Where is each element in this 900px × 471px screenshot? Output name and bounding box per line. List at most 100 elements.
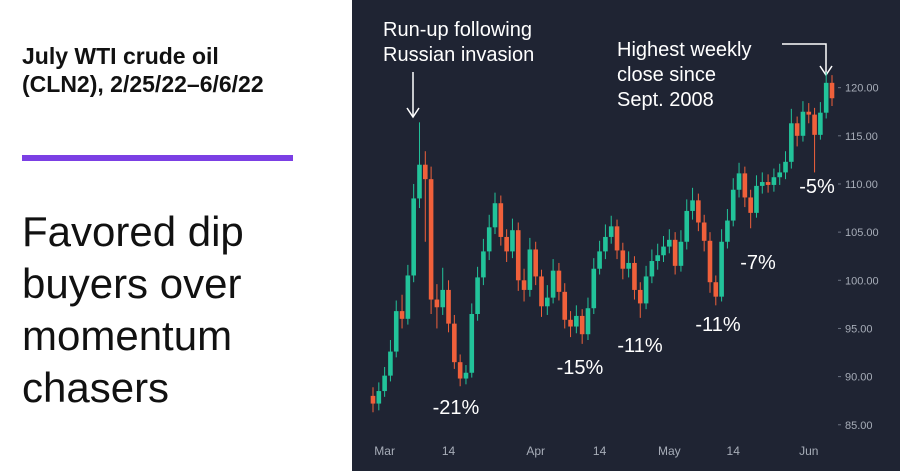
x-tick-label: May — [658, 444, 681, 458]
y-tick-label: 100.00 — [845, 275, 879, 287]
candle-body — [533, 249, 538, 277]
candle-body — [812, 114, 817, 135]
x-tick-label: Mar — [374, 444, 395, 458]
candle-body — [574, 315, 579, 327]
y-tick-label: 95.00 — [845, 323, 873, 335]
candle-body — [672, 239, 678, 266]
candle-body — [818, 112, 823, 135]
candle-body — [376, 391, 382, 404]
candle-body — [434, 299, 440, 308]
candle-body — [527, 249, 533, 290]
candle-body — [754, 185, 759, 213]
x-tick-label: 14 — [593, 444, 607, 458]
candle-body — [696, 200, 701, 223]
candle-body — [393, 311, 399, 352]
chart: 85.00 90.00 95.00 100.00 105.00 110.00 115.00 1… — [352, 0, 900, 471]
annotation: -5% — [799, 176, 835, 198]
candle-body — [492, 203, 498, 228]
candle-body — [823, 82, 829, 113]
candle-body — [475, 277, 480, 314]
annotation: Highest weekly — [617, 39, 752, 61]
y-tick-label: 105.00 — [845, 227, 879, 239]
accent-bar — [22, 155, 293, 161]
candle-body — [591, 268, 597, 309]
candle-body — [608, 226, 614, 237]
candle-body — [382, 375, 387, 392]
candle-body — [422, 164, 428, 180]
y-tick-label: 115.00 — [845, 131, 878, 143]
annotation: -11% — [695, 314, 740, 336]
candle-body — [777, 172, 783, 178]
candle-body — [556, 270, 562, 292]
candle-body — [637, 289, 643, 304]
candle-body — [562, 291, 568, 320]
candle-body — [399, 311, 405, 319]
x-tick-label: 14 — [442, 444, 456, 458]
candle-body — [603, 236, 608, 252]
candle-body — [713, 282, 719, 297]
y-tick-label: 85.00 — [845, 420, 873, 432]
candle-body — [759, 182, 765, 186]
side-panel: July WTI crude oil (CLN2), 2/25/22–6/6/2… — [0, 0, 352, 471]
candle-body — [463, 372, 469, 379]
candle-body — [783, 161, 788, 173]
candle-body — [446, 289, 451, 324]
candle-body — [667, 239, 672, 247]
candle-body — [800, 111, 806, 136]
candle-body — [481, 251, 486, 278]
candle-body — [428, 179, 434, 300]
candle-body — [748, 197, 753, 213]
y-tick-label: 90.00 — [845, 372, 873, 384]
x-tick-label: 14 — [727, 444, 741, 458]
candle-body — [771, 177, 777, 185]
candle-body — [440, 289, 446, 308]
candle-body — [620, 250, 626, 269]
candle-body — [789, 123, 794, 162]
candle-body — [597, 251, 602, 269]
annotation: -15% — [557, 357, 604, 379]
candle-body — [510, 230, 515, 252]
annotation: Russian invasion — [383, 44, 534, 66]
candle-body — [678, 241, 684, 266]
candle-body — [457, 362, 463, 379]
candle-body — [370, 395, 376, 404]
candle-body — [521, 280, 527, 290]
candle-body — [632, 262, 637, 290]
candle-body — [655, 255, 660, 262]
x-tick-label: Apr — [526, 444, 545, 458]
annotation: Run-up following — [383, 19, 532, 41]
chart-background — [352, 0, 900, 471]
candle-body — [742, 173, 748, 198]
annotation: close since — [617, 64, 716, 86]
y-tick-label: 120.00 — [845, 83, 879, 95]
candle-body — [643, 276, 649, 304]
candle-body — [515, 230, 521, 281]
annotation: -11% — [617, 335, 662, 357]
y-tick-label: 110.00 — [845, 179, 878, 191]
chart-title: July WTI crude oil (CLN2), 2/25/22–6/6/2… — [22, 43, 264, 97]
candle-body — [411, 198, 416, 276]
candle-body — [725, 220, 730, 242]
candle-body — [452, 323, 457, 363]
candle-body — [719, 241, 724, 297]
candle-body — [417, 164, 422, 199]
candle-body — [684, 210, 690, 242]
candle-body — [550, 270, 556, 298]
candle-body — [469, 314, 475, 373]
annotation: -21% — [433, 397, 480, 419]
candle-body — [730, 189, 736, 221]
candle-body — [539, 276, 544, 307]
candle-body — [545, 297, 550, 307]
candle-body — [498, 203, 504, 237]
candle-body — [614, 226, 620, 251]
candle-body — [661, 246, 666, 256]
candle-body — [579, 315, 585, 335]
candle-body — [388, 351, 393, 376]
subtitle: Favored dip buyers over momentum chasers — [22, 208, 244, 411]
x-tick-label: Jun — [799, 444, 818, 458]
candle-body — [707, 240, 713, 283]
candle-body — [626, 262, 631, 269]
candle-body — [585, 308, 591, 335]
candle-body — [568, 319, 573, 327]
